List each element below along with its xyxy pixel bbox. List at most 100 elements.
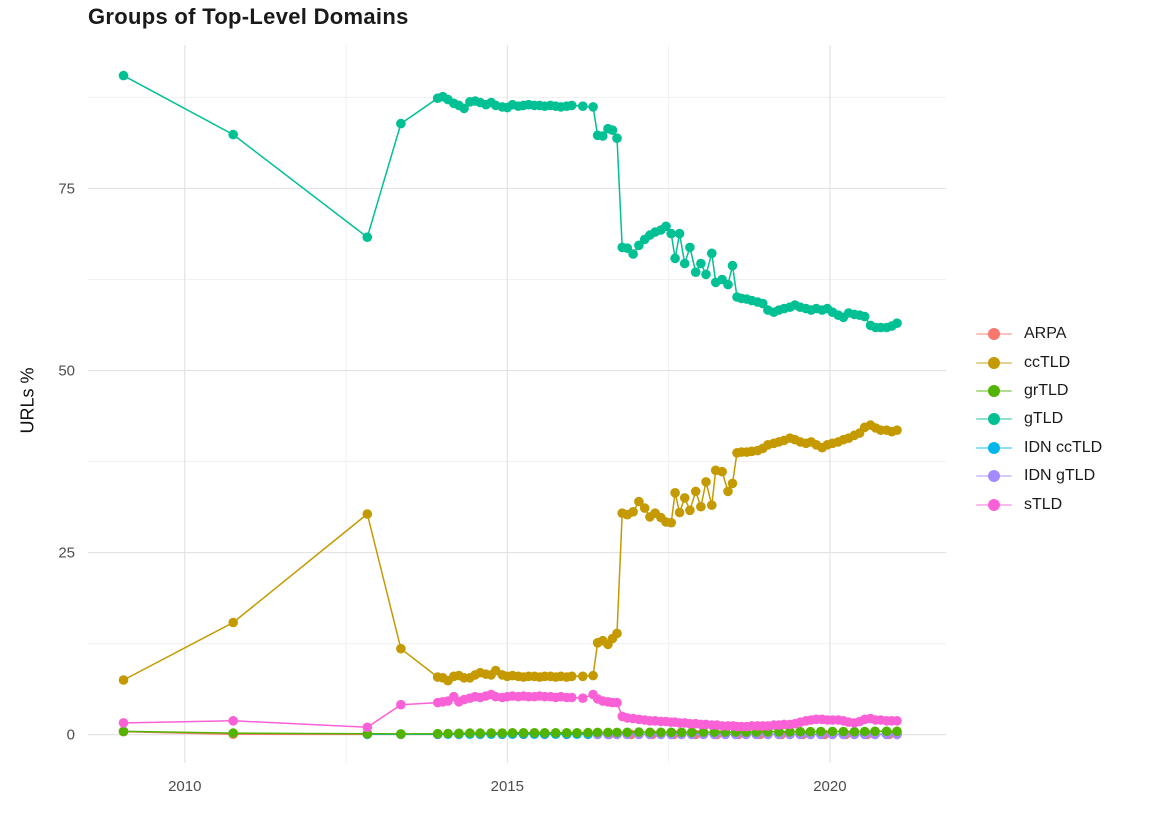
data-point <box>661 221 671 232</box>
data-point <box>622 727 633 738</box>
series-stld <box>118 689 902 733</box>
data-point <box>550 728 561 738</box>
data-point <box>679 493 690 503</box>
data-point <box>118 70 129 81</box>
data-point <box>118 675 129 685</box>
data-point <box>588 670 598 681</box>
data-point <box>670 488 680 498</box>
legend-item-idn-gtld: IDN gTLD <box>976 462 1102 490</box>
legend-item-cctld: ccTLD <box>976 348 1102 376</box>
legend-key-icon <box>976 441 1012 454</box>
data-point <box>881 726 892 737</box>
data-point <box>578 671 588 682</box>
y-tick-label: 0 <box>67 727 75 744</box>
data-point <box>572 728 582 738</box>
legend-key-dot <box>988 384 1000 397</box>
data-point <box>670 253 680 264</box>
data-point <box>774 727 784 737</box>
legend-item-idn-cctld: IDN ccTLD <box>976 434 1102 462</box>
data-point <box>539 728 550 738</box>
data-point <box>362 232 373 242</box>
data-point <box>634 496 644 507</box>
axis-tick-labels: 0 25 50 75 2010 2015 2020 <box>58 180 846 795</box>
data-point <box>578 693 588 703</box>
data-point <box>676 727 687 738</box>
data-point <box>497 728 508 738</box>
legend-key-dot <box>988 328 1000 341</box>
data-point <box>612 697 622 708</box>
data-point <box>432 728 443 739</box>
data-point <box>396 699 406 710</box>
chart-title: Groups of Top-Level Domains <box>88 4 409 29</box>
data-point <box>607 125 618 135</box>
legend-key-dot <box>988 498 1000 511</box>
data-point <box>859 726 870 737</box>
data-point <box>690 267 701 278</box>
data-point <box>701 477 711 487</box>
legend: ARPA ccTLD grTLD gTLD IDN ccTLD IDN gTLD sTLD <box>976 320 1102 519</box>
data-point <box>859 311 870 322</box>
data-point <box>687 727 697 738</box>
data-point <box>849 726 860 737</box>
data-point <box>529 728 540 738</box>
data-point <box>795 726 805 737</box>
series-gtld <box>118 70 902 333</box>
data-point <box>892 425 902 436</box>
data-point <box>628 249 638 259</box>
grid-major <box>88 45 946 763</box>
data-point <box>486 728 497 738</box>
x-tick-label: 2015 <box>491 778 524 795</box>
data-point <box>443 728 453 739</box>
legend-label: IDN ccTLD <box>1024 438 1103 456</box>
data-point <box>645 727 655 738</box>
legend-item-gtld: gTLD <box>976 405 1102 433</box>
data-point <box>603 727 613 738</box>
series-cctld <box>118 420 902 686</box>
legend-label: ccTLD <box>1024 353 1071 371</box>
data-point <box>628 507 638 517</box>
legend-label: grTLD <box>1024 381 1069 399</box>
data-point <box>118 726 129 737</box>
data-point <box>690 486 701 497</box>
data-point <box>396 729 406 739</box>
legend-key-icon <box>976 328 1012 341</box>
data-point <box>567 671 577 682</box>
data-point <box>588 102 598 112</box>
data-point <box>598 131 608 141</box>
data-point <box>459 103 469 114</box>
x-tick-label: 2020 <box>813 778 846 795</box>
data-point <box>892 726 902 737</box>
legend-item-arpa: ARPA <box>976 320 1102 348</box>
data-point <box>396 643 406 654</box>
legend-key-icon <box>976 498 1012 511</box>
y-tick-label: 25 <box>58 545 75 562</box>
data-point <box>228 728 238 738</box>
data-point <box>454 728 464 739</box>
data-point <box>674 507 685 518</box>
data-point <box>727 260 738 271</box>
data-point <box>707 500 717 511</box>
data-point <box>838 726 849 737</box>
y-tick-label: 50 <box>58 363 75 380</box>
data-point <box>396 118 406 129</box>
legend-key-dot <box>988 356 1000 369</box>
data-point <box>592 727 603 738</box>
data-point <box>679 258 690 269</box>
data-point <box>362 722 373 733</box>
data-point <box>507 728 518 738</box>
data-point <box>228 617 238 628</box>
data-point <box>583 727 593 738</box>
data-point <box>707 248 717 259</box>
data-point <box>567 100 577 111</box>
data-point <box>666 727 676 738</box>
data-point <box>578 101 588 111</box>
data-point <box>892 318 902 329</box>
data-point <box>696 501 706 512</box>
legend-item-stld: sTLD <box>976 490 1102 518</box>
grid-minor <box>88 45 946 763</box>
data-point <box>816 726 826 737</box>
legend-label: sTLD <box>1024 495 1063 513</box>
data-point <box>685 242 695 253</box>
data-point <box>612 727 622 738</box>
